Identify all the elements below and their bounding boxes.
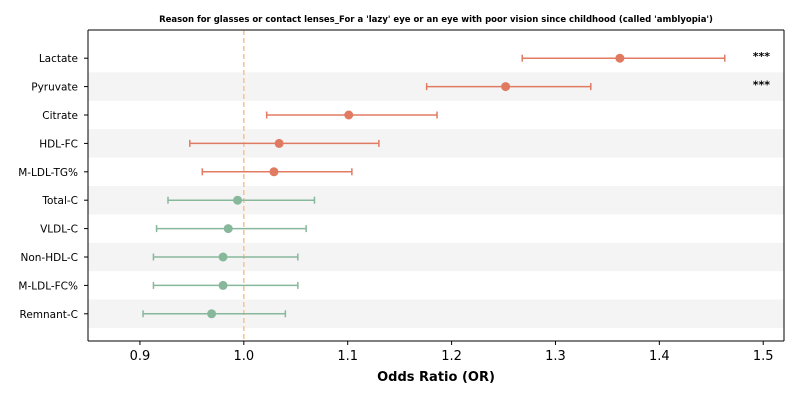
forest-row: HDL-FC (39, 138, 380, 150)
forest-row: M-LDL-TG% (18, 167, 353, 179)
x-tick-label: 1.1 (337, 349, 358, 364)
point-estimate (274, 138, 284, 148)
forest-row: VLDL-C (40, 224, 307, 236)
point-estimate (344, 110, 354, 120)
x-tick-label: 1.3 (545, 349, 566, 364)
forest-rows: Lactate *** Pyruvate *** Citrate HDL-FC M-LDL-… (18, 50, 770, 321)
significance-marker: *** (753, 79, 771, 92)
forest-row: Pyruvate *** (31, 79, 770, 94)
row-label: Remnant-C (20, 309, 79, 321)
point-estimate (218, 280, 228, 290)
row-label: HDL-FC (39, 138, 78, 150)
row-label: Lactate (39, 53, 78, 65)
x-tick-label: 0.9 (130, 349, 151, 364)
point-estimate (223, 224, 233, 234)
x-axis-title: Odds Ratio (OR) (377, 370, 495, 385)
row-label: Total-C (41, 195, 78, 207)
row-label: Non-HDL-C (21, 252, 79, 264)
point-estimate (269, 167, 279, 177)
chart-title: Reason for glasses or contact lenses_For… (159, 15, 713, 25)
point-estimate (207, 309, 217, 319)
row-label: M-LDL-FC% (18, 280, 78, 292)
significance-marker: *** (753, 50, 771, 63)
x-tick-label: 1.0 (233, 349, 254, 364)
forest-row: Non-HDL-C (21, 252, 299, 264)
x-tick-label: 1.5 (753, 349, 774, 364)
forest-row: Remnant-C (20, 309, 287, 321)
x-tick-label: 1.2 (441, 349, 462, 364)
forest-row: Lactate *** (39, 50, 770, 65)
row-label: Citrate (42, 110, 78, 122)
forest-row: Citrate (42, 110, 438, 122)
axes: 0.9 1.0 1.1 1.2 1.3 1.4 1.5 (84, 29, 785, 364)
point-estimate (218, 252, 228, 262)
point-estimate (233, 195, 243, 205)
point-estimate (615, 53, 625, 63)
forest-row: Total-C (41, 195, 316, 207)
forest-row: M-LDL-FC% (18, 280, 299, 292)
x-tick-label: 1.4 (649, 349, 670, 364)
row-label: Pyruvate (31, 82, 78, 94)
row-label: VLDL-C (40, 224, 78, 236)
row-label: M-LDL-TG% (18, 167, 78, 179)
point-estimate (501, 82, 511, 92)
